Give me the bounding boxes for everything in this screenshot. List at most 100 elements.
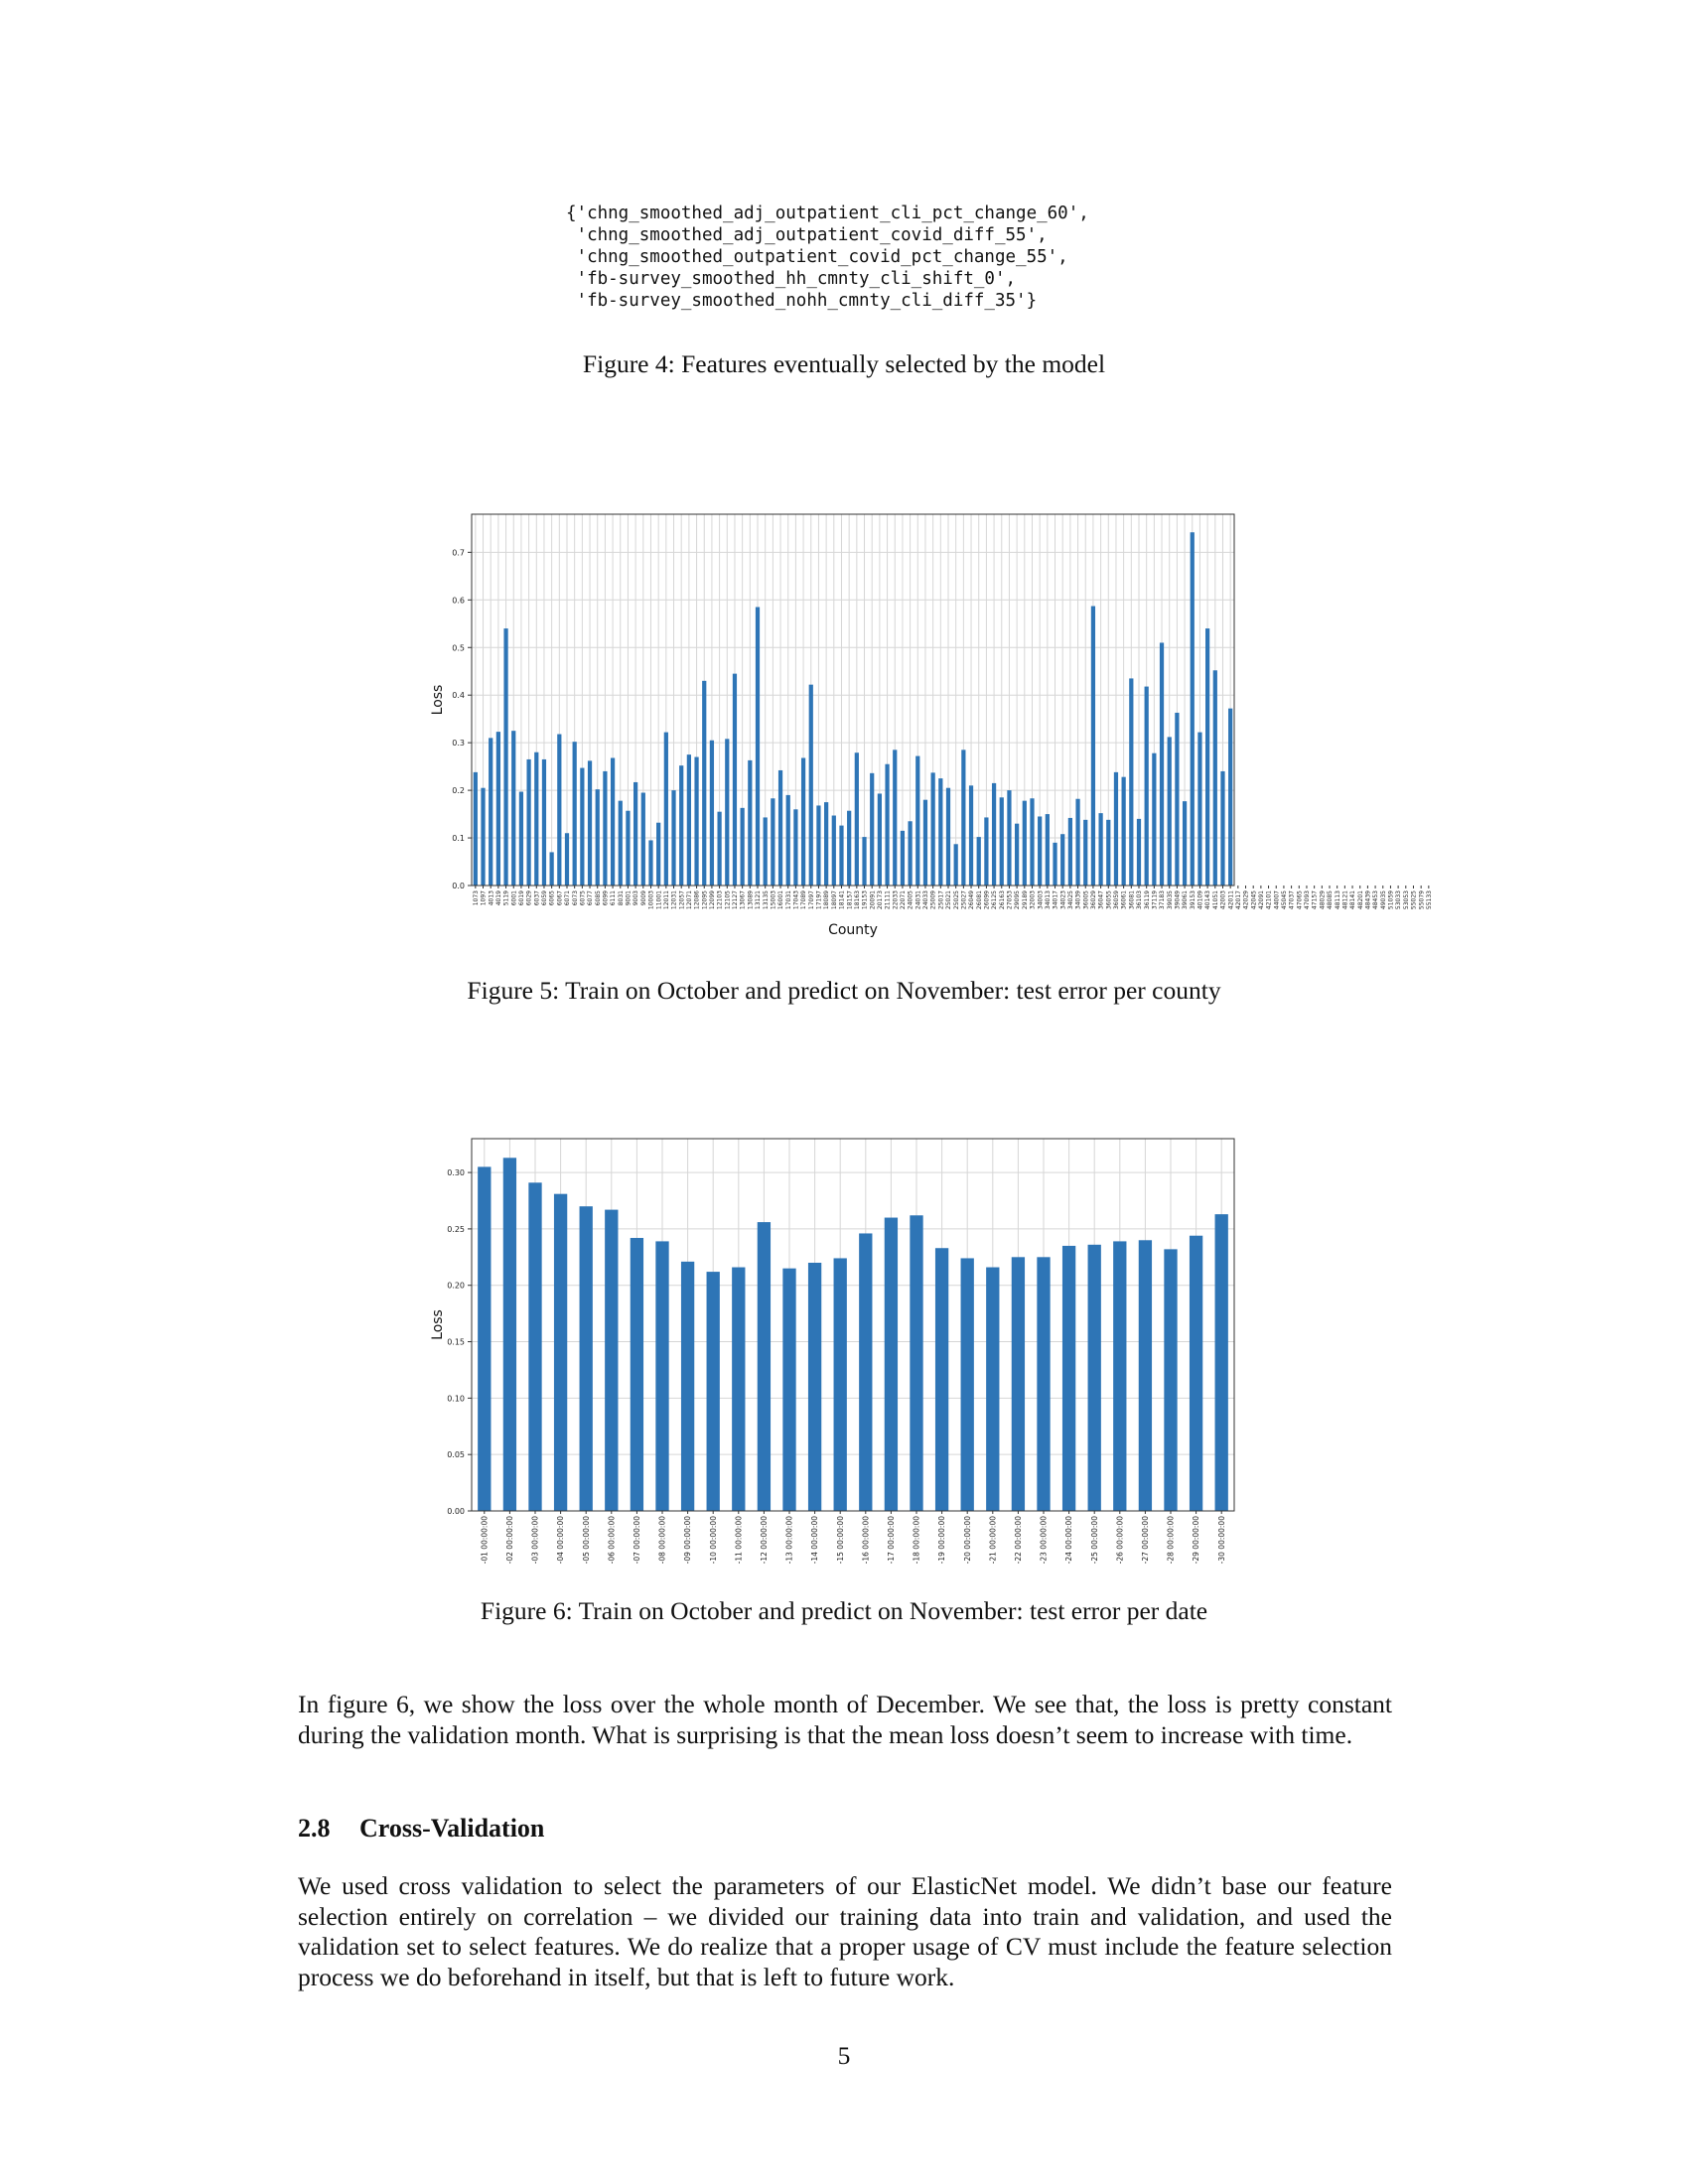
bar — [534, 751, 539, 886]
code-line: 'chng_smoothed_outpatient_covid_pct_chan… — [566, 247, 1068, 267]
x-tick-label: 39049 — [1175, 890, 1182, 909]
x-tick-label: 37183 — [1159, 890, 1166, 909]
x-tick-label: -01 00:00:00 — [480, 1516, 489, 1565]
x-tick-label: -14 00:00:00 — [810, 1516, 819, 1565]
bar — [495, 732, 500, 886]
x-tick-label: -27 00:00:00 — [1141, 1516, 1150, 1565]
bar — [1136, 818, 1142, 886]
y-axis-label: Loss — [430, 1309, 446, 1340]
section-number: 2.8 — [298, 1814, 331, 1843]
bar — [580, 767, 585, 886]
bar — [763, 817, 768, 886]
x-tick-label: 12057 — [678, 890, 685, 909]
bar — [732, 1267, 746, 1511]
bar — [1098, 813, 1103, 886]
x-tick-label: 16001 — [777, 890, 784, 909]
bar — [1144, 686, 1149, 886]
bar — [1113, 771, 1119, 886]
x-tick-label: -22 00:00:00 — [1014, 1516, 1023, 1565]
bar — [709, 740, 715, 886]
x-tick-label: 48085 — [1327, 890, 1334, 909]
bar — [816, 805, 821, 886]
x-tick-label: -24 00:00:00 — [1064, 1516, 1073, 1565]
x-tick-label: 42091 — [1258, 890, 1265, 909]
x-tick-label: 4019 — [495, 890, 502, 905]
section-heading-cross-validation: 2.8 Cross-Validation — [298, 1813, 544, 1844]
x-tick-label: 48141 — [1349, 890, 1356, 909]
x-tick-label: 6111 — [610, 890, 617, 905]
x-tick-label: 37119 — [1151, 890, 1158, 909]
bar — [740, 807, 745, 886]
x-tick-label: 12103 — [717, 890, 724, 909]
bar — [1090, 606, 1096, 886]
x-tick-label: -11 00:00:00 — [734, 1516, 743, 1565]
x-tick-label: -04 00:00:00 — [556, 1516, 565, 1565]
x-tick-label: 36047 — [1098, 890, 1105, 909]
bar — [1205, 628, 1210, 886]
bar — [732, 673, 738, 886]
bar — [579, 1206, 593, 1511]
x-tick-label: 40143 — [1204, 890, 1211, 909]
bar — [1129, 678, 1134, 886]
x-tick-label: 24031 — [914, 890, 921, 909]
bar — [1075, 798, 1080, 886]
paragraph-cross-validation: We used cross validation to select the p… — [298, 1871, 1392, 1991]
bar — [1175, 712, 1180, 886]
bar — [626, 810, 631, 886]
bar — [610, 757, 616, 886]
bar — [847, 810, 852, 886]
bar — [859, 1233, 873, 1511]
x-tick-label: 20173 — [877, 890, 884, 909]
x-tick-label: 36055 — [1105, 890, 1112, 909]
bar — [702, 680, 707, 886]
bar — [478, 1166, 492, 1511]
x-tick-label: 13121 — [755, 890, 762, 909]
bar — [968, 785, 974, 886]
bar — [572, 742, 577, 886]
x-tick-label: 42101 — [1266, 890, 1273, 909]
x-tick-label: 42029 — [1243, 890, 1250, 909]
bar — [1121, 776, 1126, 886]
bar — [1061, 1245, 1076, 1511]
bar — [511, 731, 516, 886]
x-tick-label: 6099 — [603, 890, 610, 905]
x-tick-label: 36081 — [1128, 890, 1135, 909]
x-tick-label: -02 00:00:00 — [505, 1516, 514, 1565]
x-tick-label: 36059 — [1113, 890, 1120, 909]
bar — [679, 765, 684, 886]
bar — [1087, 1244, 1101, 1511]
x-tick-label: 55079 — [1418, 890, 1425, 909]
x-tick-label: 6077 — [587, 890, 594, 905]
bar — [564, 833, 570, 886]
county-loss-bar-chart: 0.0 0.1 0.2 0.3 0.4 0.5 0.6 0.7 1073 1097 4013 4019… — [430, 513, 1433, 938]
x-tick-label: 47093 — [1304, 890, 1311, 909]
bar — [1067, 817, 1072, 886]
bar — [656, 822, 661, 886]
figure6-caption: Figure 6: Train on October and predict o… — [480, 1596, 1208, 1625]
x-tick-label: 36061 — [1121, 890, 1128, 909]
x-tick-label: 6001 — [510, 890, 517, 905]
x-tick-label: 20091 — [869, 890, 876, 909]
x-tick-label: 36119 — [1144, 890, 1151, 909]
bar — [663, 732, 668, 886]
bar — [1083, 819, 1088, 886]
x-tick-label: -17 00:00:00 — [887, 1516, 896, 1565]
x-tick-label: 17089 — [800, 890, 807, 909]
x-tick-label: 47065 — [1296, 890, 1303, 909]
x-tick-label: 26099 — [984, 890, 991, 909]
y-tick-label: 0.10 — [447, 1394, 465, 1403]
x-tick-label: -09 00:00:00 — [683, 1516, 692, 1565]
bar — [526, 758, 531, 886]
bar — [800, 757, 806, 886]
x-tick-label: -28 00:00:00 — [1167, 1516, 1176, 1565]
bar — [640, 792, 645, 886]
bar — [603, 770, 608, 886]
bar — [777, 769, 783, 886]
x-tick-label: -25 00:00:00 — [1090, 1516, 1099, 1565]
bar — [748, 759, 753, 886]
page-number: 5 — [837, 2041, 851, 2070]
x-tick-label: 21111 — [885, 890, 892, 909]
y-tick-label: 0.1 — [452, 834, 465, 843]
bar — [655, 1241, 669, 1511]
bar — [648, 840, 653, 886]
